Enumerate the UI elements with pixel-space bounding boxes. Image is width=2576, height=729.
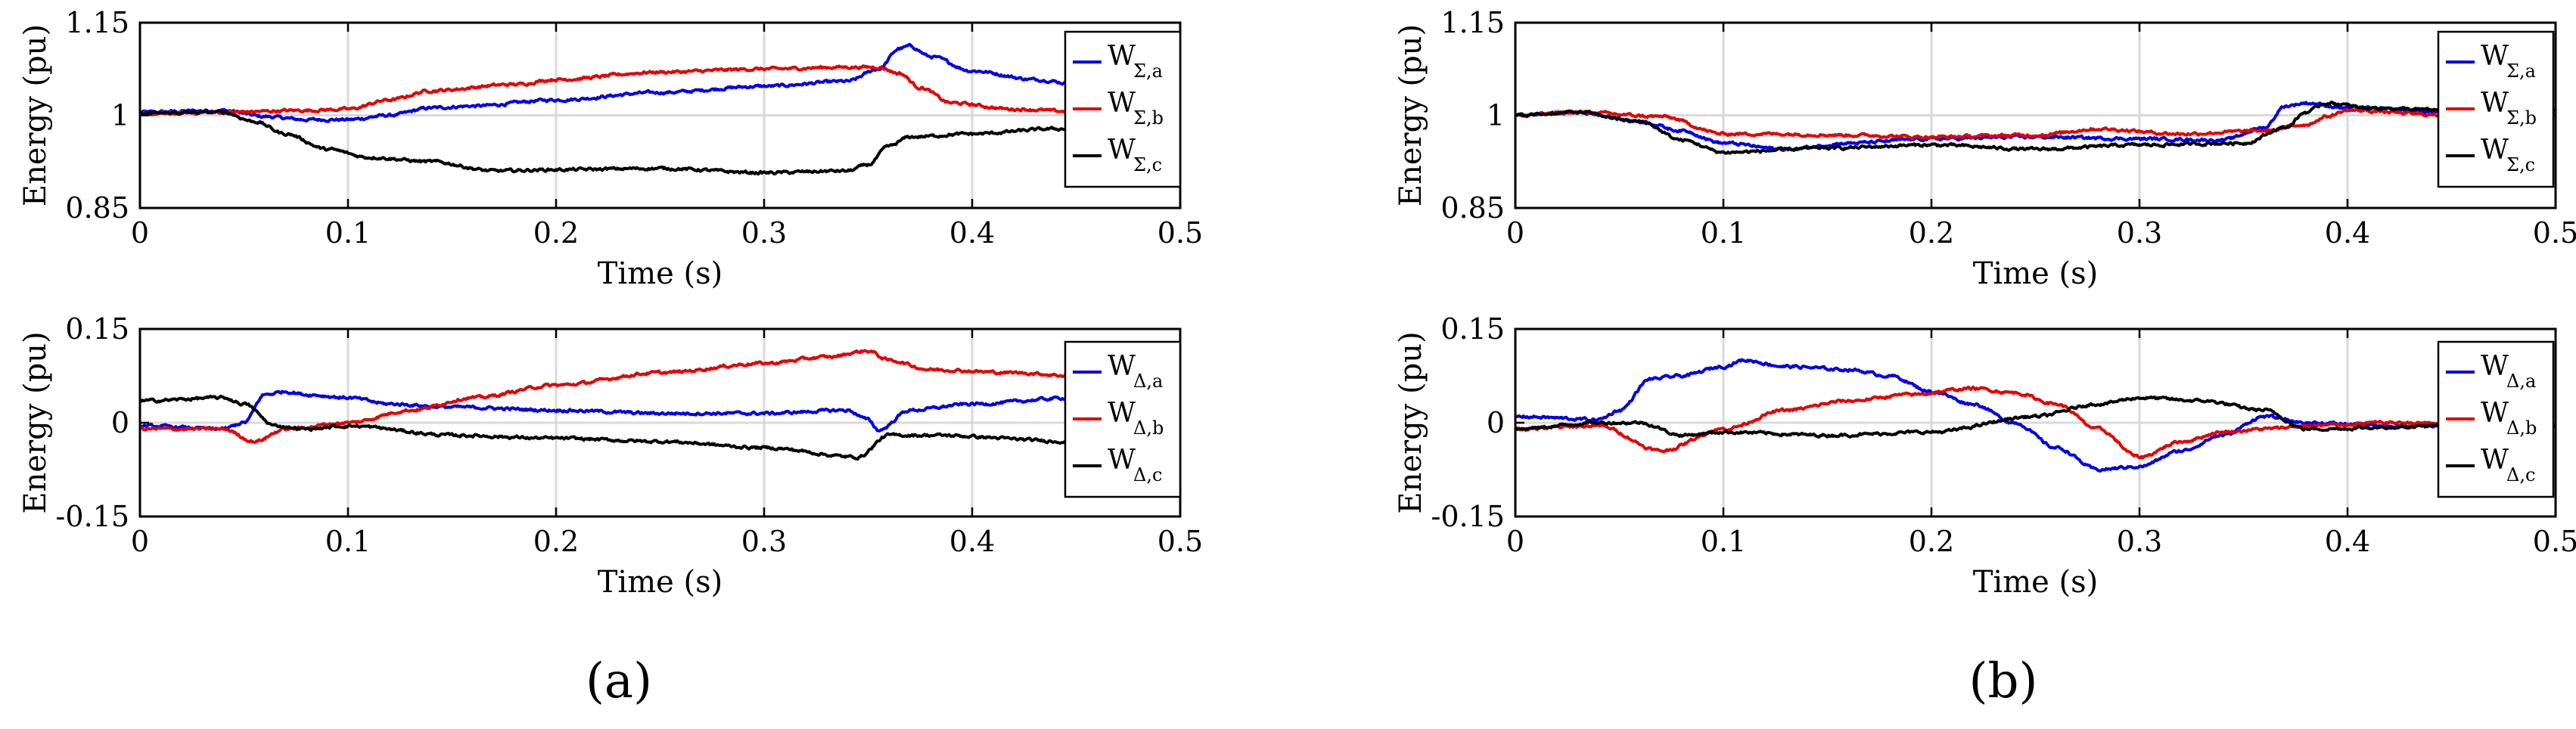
series-line-b [140,64,1180,118]
legend-label: W [1108,88,1136,119]
ytick-label: 1 [1487,99,1505,132]
ytick-label: 0 [1487,406,1505,439]
xtick-label: 0.2 [533,525,579,558]
y-axis-label: Energy (pu) [18,24,53,206]
series-line-b [1515,385,2556,460]
legend-subscript: Δ,c [2506,464,2535,485]
caption-a: (a) [586,653,652,709]
series-line-c [140,394,1180,461]
legend-label: W [1108,41,1136,72]
ytick-label: -0.15 [56,500,129,533]
ytick-label: 1.15 [65,6,129,39]
xtick-label: 0.4 [2325,216,2370,250]
x-axis-label: Time (s) [598,256,723,291]
ytick-label: 0.15 [65,312,129,346]
xtick-label: 0.5 [1157,525,1203,558]
legend-subscript: Σ,b [2506,107,2537,129]
xtick-label: 0.2 [1909,525,1954,558]
series-line-a [140,42,1180,123]
legend-subscript: Δ,b [1133,417,1164,439]
ytick-label: 0 [111,406,129,439]
series-group [140,42,1180,176]
xtick-label: 0.4 [2325,525,2370,558]
legend: WΣ,aWΣ,bWΣ,c [1064,30,1182,188]
xtick-label: 0.3 [2117,525,2162,558]
xtick-label: 0 [131,216,149,250]
xtick-label: 0.5 [2533,216,2576,250]
legend-label: W [1108,351,1136,382]
series-line-c [1515,101,2556,155]
xtick-label: 0.2 [533,216,579,250]
xtick-label: 0.3 [741,216,787,250]
xtick-label: 0.5 [2533,525,2576,558]
xtick-label: 0 [1506,216,1524,250]
y-axis-label: Energy (pu) [18,331,53,513]
ytick-label: 0.85 [65,191,129,225]
ytick-label: 0.15 [1440,312,1505,346]
legend-subscript: Δ,a [2506,371,2536,392]
ytick-label: 1 [111,99,129,132]
legend-label: W [1108,135,1136,166]
panel-b-top: 0 0.1 0.2 0.3 0.4 0.5 0.85 1 1.15 Time (s) Energy … [1394,6,2576,291]
y-axis-label: Energy (pu) [1394,331,1428,513]
series-group [1515,101,2556,155]
ytick-label: -0.15 [1431,500,1505,533]
xtick-label: 0.1 [325,525,371,558]
xtick-label: 0.2 [1909,216,1954,250]
legend: WΔ,aWΔ,bWΔ,c [2437,340,2555,498]
series-group [1515,358,2556,473]
xtick-label: 0 [131,525,149,558]
legend-label: W [2481,41,2509,72]
legend-subscript: Δ,b [2506,417,2537,439]
xtick-label: 0.3 [741,525,787,558]
xtick-label: 0.4 [949,216,995,250]
xtick-label: 0 [1506,525,1524,558]
legend-subscript: Σ,c [1133,154,1162,175]
series-group [140,349,1180,461]
legend-label: W [2481,398,2509,429]
y-axis-label: Energy (pu) [1394,24,1428,206]
legend-subscript: Δ,a [1133,371,1163,392]
xtick-label: 0.5 [1157,216,1203,250]
legend-label: W [2481,88,2509,119]
legend-label: W [1108,398,1136,429]
ytick-label: 0.85 [1440,191,1505,225]
panel-a-top: 0 0.1 0.2 0.3 0.4 0.5 0.85 1 1.15 Time (s) Energy … [18,6,1203,291]
series-line-a [140,382,1180,433]
series-line-b [1515,107,2556,140]
legend-subscript: Σ,a [2506,60,2536,82]
legend: WΣ,aWΣ,bWΣ,c [2437,30,2555,188]
legend-label: W [2481,445,2509,476]
legend-subscript: Σ,b [1133,107,1164,129]
legend-subscript: Σ,c [2506,154,2535,175]
xtick-label: 0.3 [2117,216,2162,250]
x-axis-label: Time (s) [1973,256,2099,291]
xtick-label: 0.1 [325,216,371,250]
series-line-c [1515,395,2556,439]
x-axis-label: Time (s) [598,565,723,600]
x-axis-label: Time (s) [1973,565,2099,600]
series-line-c [140,109,1180,176]
xtick-label: 0.1 [1701,216,1746,250]
xtick-label: 0.4 [949,525,995,558]
ytick-label: 1.15 [1440,6,1505,39]
legend-subscript: Σ,a [1133,60,1163,82]
legend-subscript: Δ,c [1133,464,1162,485]
caption-b: (b) [1969,653,2038,709]
xtick-label: 0.1 [1701,525,1746,558]
legend-label: W [1108,445,1136,476]
legend: WΔ,aWΔ,bWΔ,c [1064,340,1182,498]
legend-label: W [2481,135,2509,166]
legend-label: W [2481,351,2509,382]
